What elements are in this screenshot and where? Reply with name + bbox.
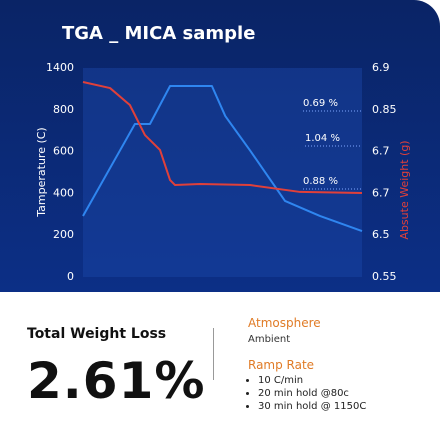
ramp-step: 10 C/min bbox=[258, 374, 366, 387]
chart-title: TGA _ MICA sample bbox=[62, 23, 255, 44]
summary-panel: Total Weight Loss 2.61% Atmosphere Ambie… bbox=[0, 292, 440, 440]
y-tick-label: 600 bbox=[53, 145, 74, 158]
y-axis-label: Tamperature (C) bbox=[35, 127, 48, 217]
divider bbox=[213, 328, 214, 380]
plot-area bbox=[83, 68, 362, 277]
ramp-step: 20 min hold @80c bbox=[258, 387, 366, 400]
y2-tick-label: 6.7 bbox=[372, 186, 390, 199]
y-tick-label: 400 bbox=[53, 186, 74, 199]
y2-tick-label: 6.5 bbox=[372, 228, 390, 241]
y-tick-label: 0 bbox=[67, 270, 74, 283]
y2-axis-label: Absute Weight (g) bbox=[398, 140, 411, 239]
annotation: 1.04 % bbox=[305, 133, 340, 144]
ramp-steps: 10 C/min20 min hold @80c30 min hold @ 11… bbox=[248, 374, 366, 413]
annotation: 0.88 % bbox=[303, 176, 338, 187]
y2-tick-label: 6.7 bbox=[372, 145, 390, 158]
y-tick-label: 800 bbox=[53, 103, 74, 116]
summary-value: 2.61% bbox=[27, 352, 206, 410]
annotation: 0.69 % bbox=[303, 98, 338, 109]
chart: TGA _ MICA sample Tamperature (C) Absute… bbox=[0, 0, 440, 292]
chart-background bbox=[0, 0, 440, 292]
y-tick-label: 1400 bbox=[46, 61, 74, 74]
y-tick-label: 200 bbox=[53, 228, 74, 241]
ramp-step: 30 min hold @ 1150C bbox=[258, 400, 366, 413]
atmosphere-title: Atmosphere bbox=[248, 316, 321, 330]
y2-tick-label: 0.85 bbox=[372, 103, 397, 116]
summary-label: Total Weight Loss bbox=[27, 326, 167, 342]
y2-tick-label: 6.9 bbox=[372, 61, 390, 74]
series-line bbox=[82, 84, 363, 232]
ramp-title: Ramp Rate bbox=[248, 358, 315, 372]
series-line bbox=[82, 81, 363, 194]
atmosphere-value: Ambient bbox=[248, 334, 291, 345]
y2-tick-label: 0.55 bbox=[372, 270, 397, 283]
